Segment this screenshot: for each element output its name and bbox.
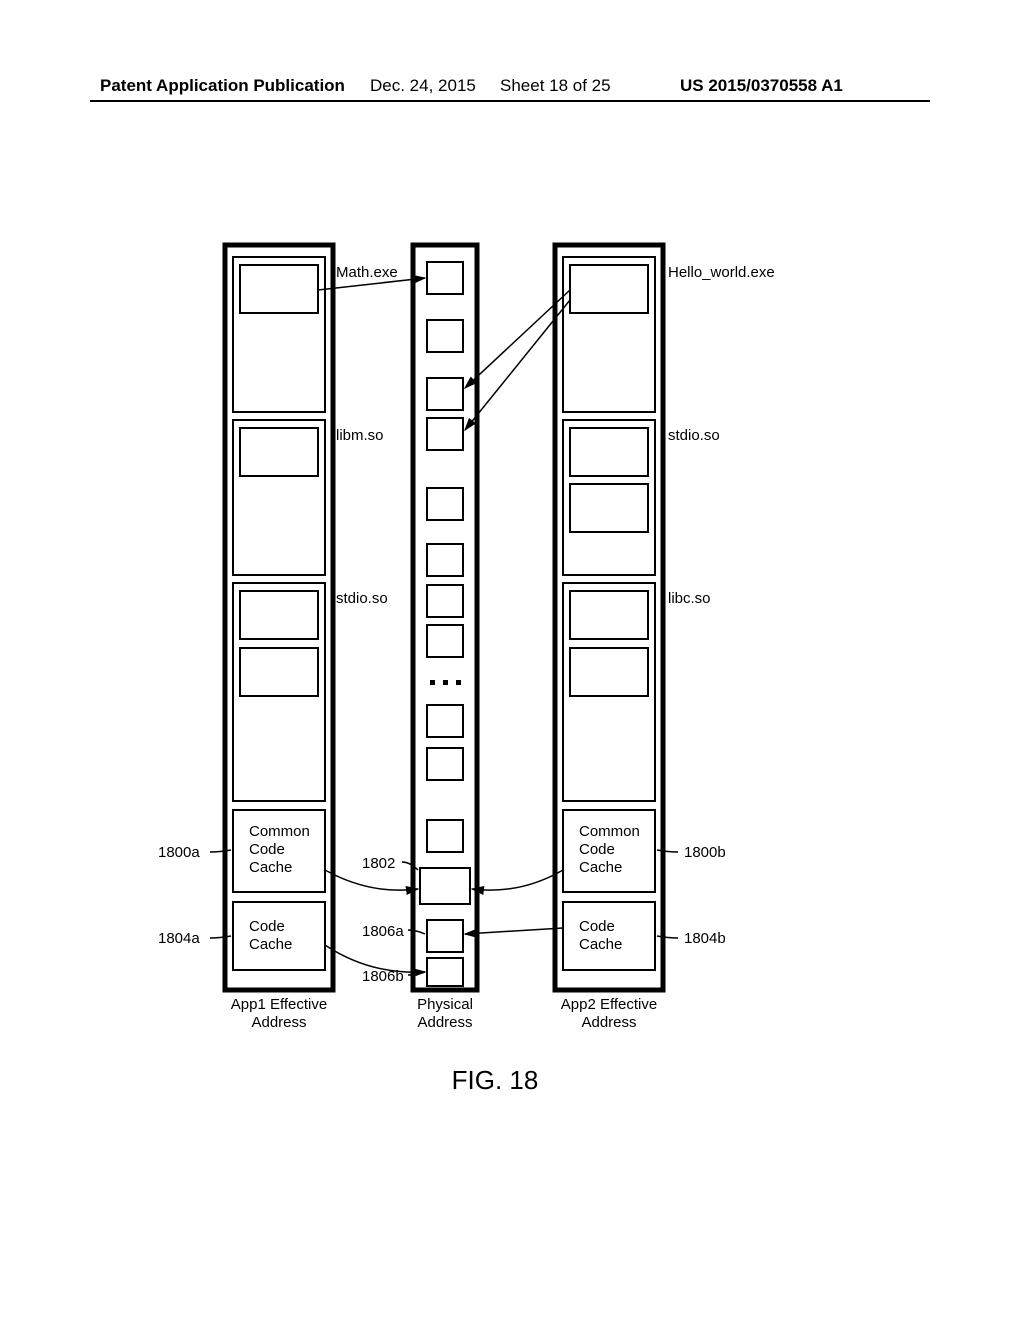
phys-slot-11 — [420, 868, 470, 904]
page: Patent Application Publication Dec. 24, … — [0, 0, 1024, 1320]
label-common-code-cache-right: Common Code Cache — [579, 823, 640, 877]
label-math-exe: Math.exe — [336, 264, 398, 282]
diagram-svg — [0, 0, 1024, 1320]
app2-libc-block-1 — [570, 591, 648, 639]
phys-slot-12 — [427, 920, 463, 952]
phys-slot-7 — [427, 625, 463, 657]
ref-1804b: 1804b — [684, 930, 726, 948]
phys-slot-0 — [427, 262, 463, 294]
app1-libm-block — [240, 428, 318, 476]
phys-slot-8 — [427, 705, 463, 737]
app1-stdio-block-1 — [240, 591, 318, 639]
app2-hello-block — [570, 265, 648, 313]
label-libm-so: libm.so — [336, 427, 384, 445]
phys-slot-5 — [427, 544, 463, 576]
phys-slot-4 — [427, 488, 463, 520]
label-stdio-so-left: stdio.so — [336, 590, 388, 608]
title-physical: Physical Address — [388, 996, 502, 1032]
phys-slot-1 — [427, 320, 463, 352]
label-common-code-cache-left: Common Code Cache — [249, 823, 310, 877]
app2-column — [555, 245, 663, 990]
label-stdio-so-right: stdio.so — [668, 427, 720, 445]
ref-1804a: 1804a — [158, 930, 200, 948]
figure-caption: FIG. 18 — [395, 1065, 595, 1096]
phys-slot-10 — [427, 820, 463, 852]
ref-1800a: 1800a — [158, 844, 200, 862]
phys-slot-9 — [427, 748, 463, 780]
ref-1806a: 1806a — [362, 923, 404, 941]
phys-slot-6 — [427, 585, 463, 617]
label-hello-world: Hello_world.exe — [668, 264, 775, 282]
app1-math-block — [240, 265, 318, 313]
phys-slot-13 — [427, 958, 463, 986]
app1-stdio-block-2 — [240, 648, 318, 696]
phys-slot-3 — [427, 418, 463, 450]
app2-stdio-block-2 — [570, 484, 648, 532]
app1-column — [225, 245, 333, 990]
phys-slot-2 — [427, 378, 463, 410]
label-libc-so: libc.so — [668, 590, 711, 608]
title-app2: App2 Effective Address — [555, 996, 663, 1032]
ref-1806b: 1806b — [362, 968, 404, 986]
label-code-cache-left: Code Cache — [249, 918, 292, 954]
ref-1800b: 1800b — [684, 844, 726, 862]
app2-libc-block-2 — [570, 648, 648, 696]
ref-1802: 1802 — [362, 855, 395, 873]
label-code-cache-right: Code Cache — [579, 918, 622, 954]
app2-stdio-block-1 — [570, 428, 648, 476]
title-app1: App1 Effective Address — [225, 996, 333, 1032]
